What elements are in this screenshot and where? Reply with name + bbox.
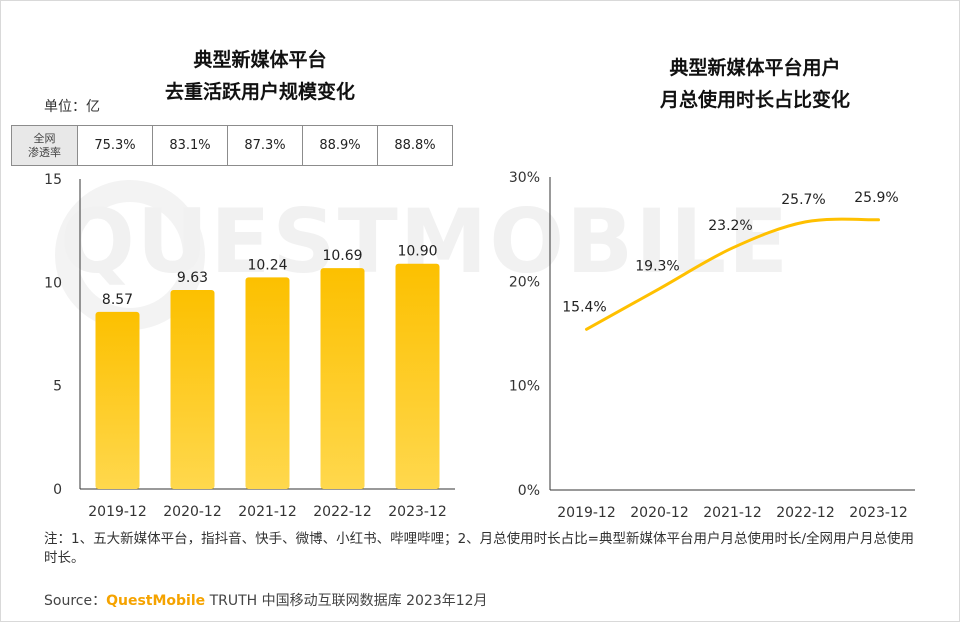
footnote: 注：1、五大新媒体平台，指抖音、快手、微博、小红书、哔哩哔哩；2、月总使用时长占… bbox=[44, 531, 915, 566]
bar bbox=[395, 263, 440, 489]
source-rest: TRUTH 中国移动互联网数据库 2023年12月 bbox=[205, 593, 488, 609]
bar-value-label: 8.57 bbox=[102, 292, 133, 308]
penetration-header: 全网 渗透率 bbox=[11, 125, 78, 166]
x-tick-label: 2019-12 bbox=[88, 504, 147, 520]
x-tick-label: 2020-12 bbox=[163, 504, 222, 520]
bar-value-label: 10.24 bbox=[247, 257, 287, 273]
penetration-cell: 88.8% bbox=[377, 125, 453, 166]
x-tick-label: 2023-12 bbox=[849, 505, 908, 521]
x-tick-label: 2021-12 bbox=[703, 505, 762, 521]
bar-value-label: 9.63 bbox=[177, 270, 208, 286]
penetration-table: 全网 渗透率 75.3% 83.1% 87.3% 88.9% 88.8% bbox=[11, 125, 453, 166]
y-tick-label: 15 bbox=[44, 172, 62, 188]
x-tick-label: 2022-12 bbox=[313, 504, 372, 520]
source-brand: QuestMobile bbox=[106, 593, 206, 609]
x-tick-label: 2021-12 bbox=[238, 504, 297, 520]
y-tick-label: 10% bbox=[509, 379, 540, 395]
penetration-header-line2: 渗透率 bbox=[28, 145, 61, 159]
x-tick-label: 2019-12 bbox=[557, 505, 616, 521]
right-chart-title: 典型新媒体平台用户 月总使用时长占比变化 bbox=[590, 52, 920, 116]
penetration-cell: 83.1% bbox=[152, 125, 228, 166]
penetration-cell: 75.3% bbox=[77, 125, 153, 166]
line-chart: 0% 10% 20% 30% 15.4% 2019-12 19.3% 2020-12 23.2%… bbox=[509, 170, 915, 521]
bar bbox=[170, 289, 215, 489]
point-value-label: 25.7% bbox=[781, 192, 825, 208]
y-tick-label: 5 bbox=[53, 379, 62, 395]
penetration-cell: 87.3% bbox=[227, 125, 303, 166]
series-line bbox=[585, 217, 880, 331]
source-prefix: Source： bbox=[44, 593, 107, 609]
bar-chart: 0 5 10 15 8.57 2019-12 9.63 2020-12 10.24 2021-12… bbox=[44, 172, 455, 520]
left-title-line2: 去重活跃用户规模变化 bbox=[164, 81, 355, 103]
unit-label: 单位：亿 bbox=[44, 99, 100, 115]
point-value-label: 19.3% bbox=[635, 259, 679, 275]
right-title-line1: 典型新媒体平台用户 bbox=[669, 57, 841, 79]
left-chart-title: 典型新媒体平台 去重活跃用户规模变化 bbox=[100, 44, 420, 108]
penetration-header-line1: 全网 bbox=[33, 131, 56, 145]
bar bbox=[320, 268, 365, 489]
bar bbox=[95, 311, 140, 489]
point-value-label: 23.2% bbox=[708, 218, 752, 234]
x-tick-label: 2020-12 bbox=[630, 505, 689, 521]
penetration-cell: 88.9% bbox=[302, 125, 378, 166]
y-tick-label: 10 bbox=[44, 275, 62, 291]
bar-value-label: 10.90 bbox=[397, 244, 437, 260]
y-tick-label: 30% bbox=[509, 170, 540, 186]
point-value-label: 15.4% bbox=[562, 299, 606, 315]
left-title-line1: 典型新媒体平台 bbox=[193, 49, 327, 71]
right-title-line2: 月总使用时长占比变化 bbox=[659, 89, 850, 111]
point-value-label: 25.9% bbox=[854, 190, 898, 206]
y-tick-label: 0 bbox=[53, 482, 62, 498]
x-tick-label: 2023-12 bbox=[388, 504, 447, 520]
y-tick-label: 0% bbox=[518, 483, 540, 499]
x-tick-label: 2022-12 bbox=[776, 505, 835, 521]
y-tick-label: 20% bbox=[509, 274, 540, 290]
penetration-row: 全网 渗透率 75.3% 83.1% 87.3% 88.9% 88.8% bbox=[11, 125, 453, 166]
bar-value-label: 10.69 bbox=[322, 248, 362, 264]
source-line: Source：QuestMobile TRUTH 中国移动互联网数据库 2023… bbox=[44, 590, 488, 610]
bar bbox=[245, 277, 290, 489]
